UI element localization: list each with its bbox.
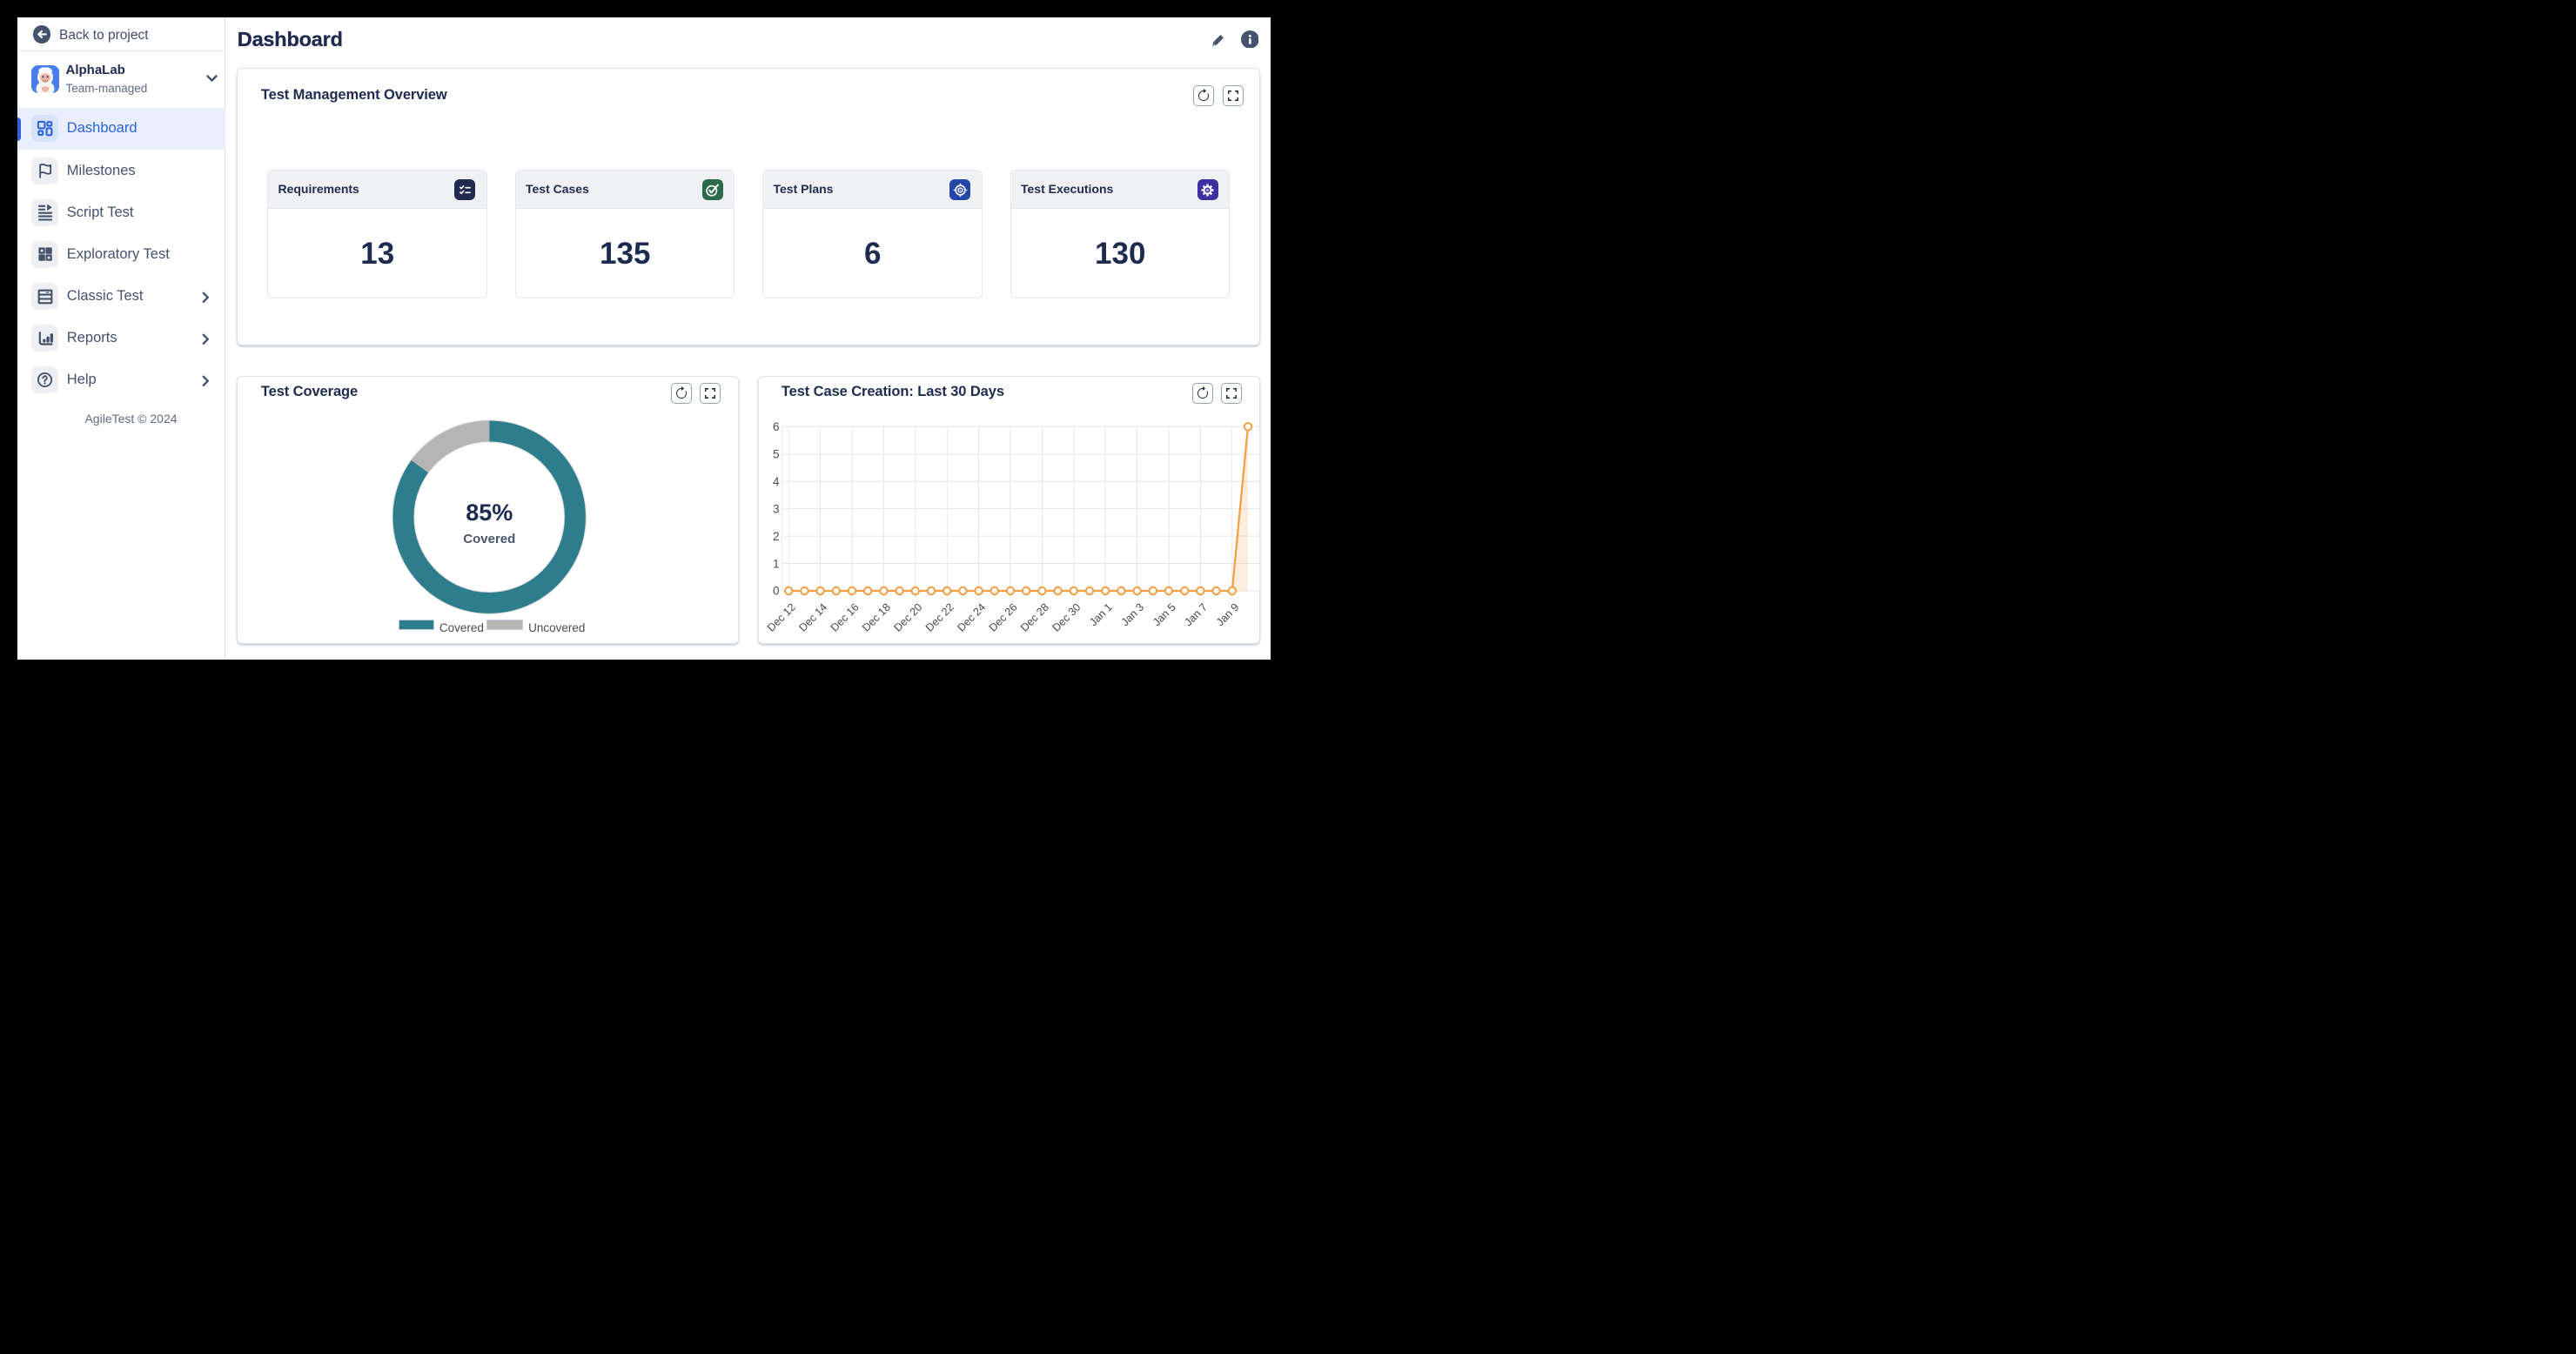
svg-text:6: 6 bbox=[773, 420, 780, 433]
svg-text:Dec 22: Dec 22 bbox=[923, 601, 956, 634]
svg-text:1: 1 bbox=[773, 558, 780, 571]
svg-text:5: 5 bbox=[773, 448, 780, 461]
svg-text:Dec 16: Dec 16 bbox=[828, 601, 862, 634]
svg-text:Dec 30: Dec 30 bbox=[1050, 601, 1083, 634]
svg-text:Jan 5: Jan 5 bbox=[1150, 601, 1178, 629]
svg-text:Dec 18: Dec 18 bbox=[860, 601, 893, 634]
svg-text:Dec 20: Dec 20 bbox=[892, 601, 925, 634]
svg-text:Dec 26: Dec 26 bbox=[987, 601, 1020, 634]
svg-text:Dec 12: Dec 12 bbox=[765, 601, 798, 634]
svg-text:Jan 9: Jan 9 bbox=[1214, 601, 1242, 629]
svg-text:Dec 24: Dec 24 bbox=[955, 601, 988, 634]
svg-text:0: 0 bbox=[773, 585, 780, 598]
svg-text:2: 2 bbox=[773, 530, 780, 543]
svg-text:Dec 28: Dec 28 bbox=[1018, 601, 1051, 634]
svg-text:Jan 1: Jan 1 bbox=[1087, 601, 1115, 629]
svg-text:Jan 7: Jan 7 bbox=[1182, 601, 1210, 629]
svg-text:Jan 3: Jan 3 bbox=[1119, 601, 1147, 629]
svg-text:3: 3 bbox=[773, 503, 780, 516]
svg-text:Dec 14: Dec 14 bbox=[796, 601, 829, 634]
svg-text:4: 4 bbox=[773, 475, 780, 488]
